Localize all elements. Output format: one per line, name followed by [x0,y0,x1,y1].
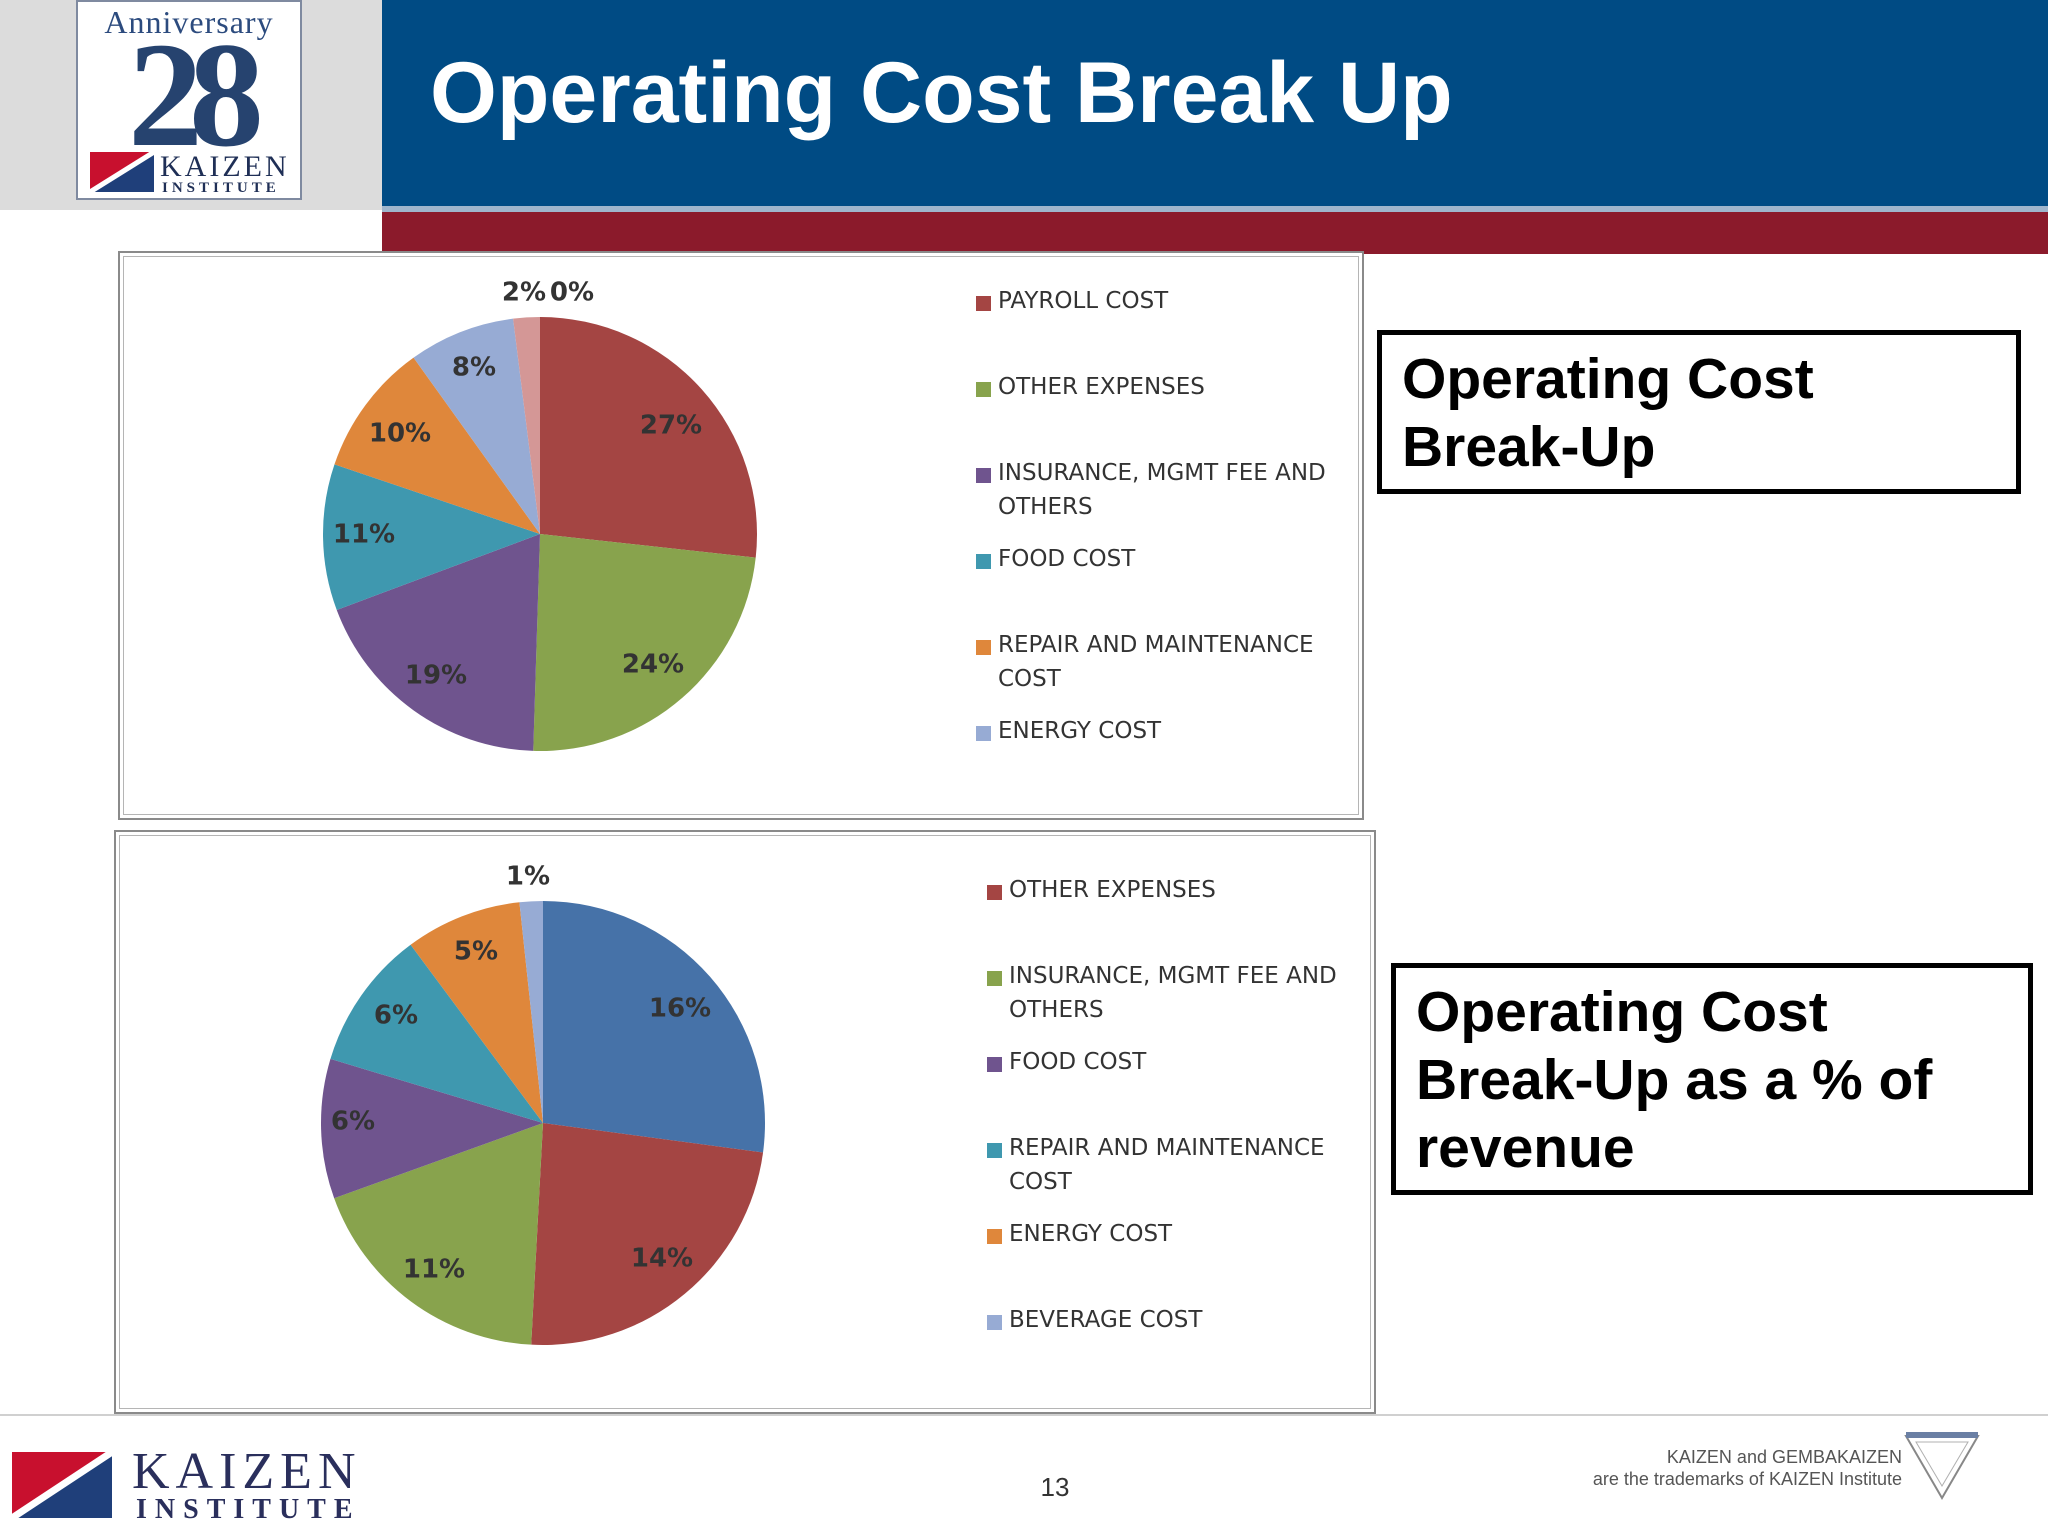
pie-slice [531,1123,764,1345]
pie-slice [410,902,543,1123]
footer-divider [0,1414,2048,1416]
legend-item: INSURANCE, MGMT FEE AND OTHERS [987,959,1357,1027]
accent-bar [382,212,2048,254]
legend-item: ENERGY COST [976,714,1346,748]
legend-swatch [976,554,991,569]
legend-swatch [987,1229,1002,1244]
legend-swatch [976,296,991,311]
page-title: Operating Cost Break Up [430,45,1453,141]
legend-swatch [976,382,991,397]
pie-slice [336,534,540,751]
legend-item: PAYROLL COST [976,284,1346,318]
legend-swatch [976,726,991,741]
anniversary-number: 28 [128,12,264,178]
pie-data-label: 5% [454,937,498,967]
anniversary-brand-sub: INSTITUTE [162,180,280,196]
callout-cost-revenue: Operating Cost Break-Up as a % of revenu… [1391,963,2033,1195]
pie-data-label: 19% [405,661,467,691]
legend-item: FOOD COST [976,542,1346,576]
pie-data-label: 11% [333,520,395,550]
pie-slice [543,901,765,1153]
legend-label: PAYROLL COST [998,288,1169,314]
kaizen-flag-icon [90,152,154,192]
anniversary-label: Anniversary [104,4,274,40]
pie-slice [321,1058,543,1199]
legend-item: INSURANCE, MGMT FEE AND OTHERS [976,456,1346,524]
legend-item: BEVERAGE COST [987,1303,1357,1337]
legend-swatch [987,1057,1002,1072]
pie-data-label: 8% [452,353,496,383]
legend-label: INSURANCE, MGMT FEE AND OTHERS [998,460,1326,520]
callout-cost-breakup: Operating Cost Break-Up [1377,330,2021,494]
anniversary-logo: Anniversary 28 KAIZEN INSTITUTE [76,0,302,200]
pie-data-label: 6% [331,1107,375,1137]
legend-item: OTHER EXPENSES [987,873,1357,907]
pie-slice [413,318,540,534]
kaizen-footer-flag-icon [12,1452,112,1518]
pie-slice [519,901,543,1123]
gembakaizen-triangle-icon [1904,1432,1980,1500]
legend-label: OTHER EXPENSES [1009,877,1216,903]
pie-slice [540,317,757,558]
anniversary-brand: KAIZEN [160,150,290,183]
pie-data-label: 16% [649,994,711,1024]
trademark-note: KAIZEN and GEMBAKAIZEN are the trademark… [1593,1446,1902,1490]
legend-swatch [987,885,1002,900]
pie-slice [330,944,543,1123]
legend-swatch [976,640,991,655]
legend-label: ENERGY COST [1009,1221,1173,1247]
pie-data-label: 27% [640,411,702,441]
legend-item: FOOD COST [987,1045,1357,1079]
title-bar [382,0,2048,206]
pie-slice [513,317,540,534]
footer-brand-sub: INSTITUTE [136,1494,361,1525]
legend-label: ENERGY COST [998,718,1162,744]
pie-data-label: 2% [502,278,546,308]
pie-data-label: 6% [374,1001,418,1031]
legend-item: REPAIR AND MAINTENANCE COST [987,1131,1357,1199]
legend-label: REPAIR AND MAINTENANCE COST [1009,1135,1325,1195]
trademark-line-1: KAIZEN and GEMBAKAIZEN [1666,1447,1902,1467]
legend-label: OTHER EXPENSES [998,374,1205,400]
pie-data-label: 24% [622,650,684,680]
legend-swatch [976,468,991,483]
legend-swatch [987,971,1002,986]
pie-slice [334,1123,543,1345]
pie-slice [334,357,540,534]
trademark-line-2: are the trademarks of KAIZEN Institute [1592,1469,1902,1489]
pie-data-label: 14% [631,1244,693,1274]
pie-slice [323,464,540,610]
title-divider [382,206,2048,212]
page-number: 13 [1040,1472,1070,1502]
legend-label: INSURANCE, MGMT FEE AND OTHERS [1009,963,1337,1023]
pie-slice [533,534,756,751]
legend-item: REPAIR AND MAINTENANCE COST [976,628,1346,696]
pie-data-label: 0% [550,278,594,308]
pie-data-label: 1% [506,862,550,892]
legend-item: ENERGY COST [987,1217,1357,1251]
legend-label: FOOD COST [1009,1049,1147,1075]
pie-data-label: 10% [369,419,431,449]
legend-label: FOOD COST [998,546,1136,572]
legend-swatch [987,1315,1002,1330]
legend-label: BEVERAGE COST [1009,1307,1203,1333]
pie-data-label: 11% [403,1255,465,1285]
footer-brand: KAIZEN [132,1443,362,1500]
legend-swatch [987,1143,1002,1158]
legend-item: OTHER EXPENSES [976,370,1346,404]
legend-label: REPAIR AND MAINTENANCE COST [998,632,1314,692]
